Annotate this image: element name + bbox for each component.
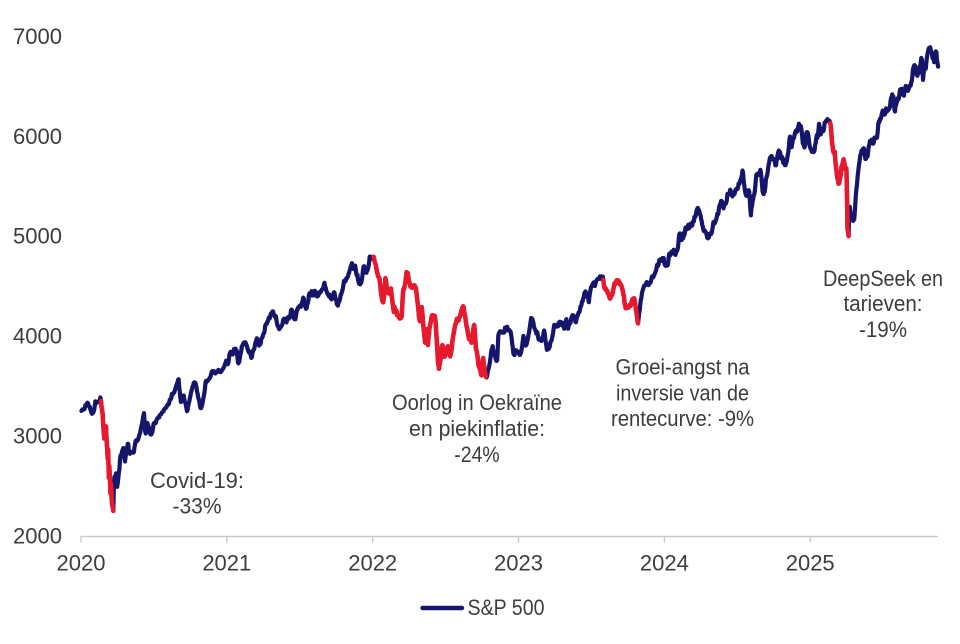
svg-text:4000: 4000 bbox=[13, 324, 62, 349]
svg-text:Covid-19:: Covid-19: bbox=[150, 468, 244, 493]
svg-text:2025: 2025 bbox=[786, 551, 835, 576]
svg-text:2021: 2021 bbox=[202, 551, 251, 576]
svg-text:tarieven:: tarieven: bbox=[844, 291, 923, 316]
svg-text:3000: 3000 bbox=[13, 424, 62, 449]
svg-text:en piekinflatie:: en piekinflatie: bbox=[409, 416, 545, 441]
svg-text:5000: 5000 bbox=[13, 224, 62, 249]
svg-text:7000: 7000 bbox=[13, 24, 62, 49]
svg-text:-19%: -19% bbox=[859, 317, 907, 342]
svg-text:DeepSeek en: DeepSeek en bbox=[823, 266, 943, 291]
svg-text:6000: 6000 bbox=[13, 124, 62, 149]
svg-text:2020: 2020 bbox=[57, 551, 106, 576]
svg-text:-24%: -24% bbox=[454, 442, 500, 467]
svg-text:Groei-angst na: Groei-angst na bbox=[616, 355, 751, 380]
svg-text:inversie van de: inversie van de bbox=[616, 381, 749, 406]
svg-text:2023: 2023 bbox=[494, 551, 543, 576]
svg-text:2000: 2000 bbox=[13, 523, 62, 548]
svg-text:2022: 2022 bbox=[348, 551, 397, 576]
svg-text:2024: 2024 bbox=[640, 551, 689, 576]
svg-text:Oorlog in Oekraïne: Oorlog in Oekraïne bbox=[392, 390, 562, 415]
svg-text:S&P 500: S&P 500 bbox=[468, 595, 545, 620]
svg-text:-33%: -33% bbox=[173, 494, 222, 519]
svg-text:rentecurve: -9%: rentecurve: -9% bbox=[611, 406, 754, 431]
